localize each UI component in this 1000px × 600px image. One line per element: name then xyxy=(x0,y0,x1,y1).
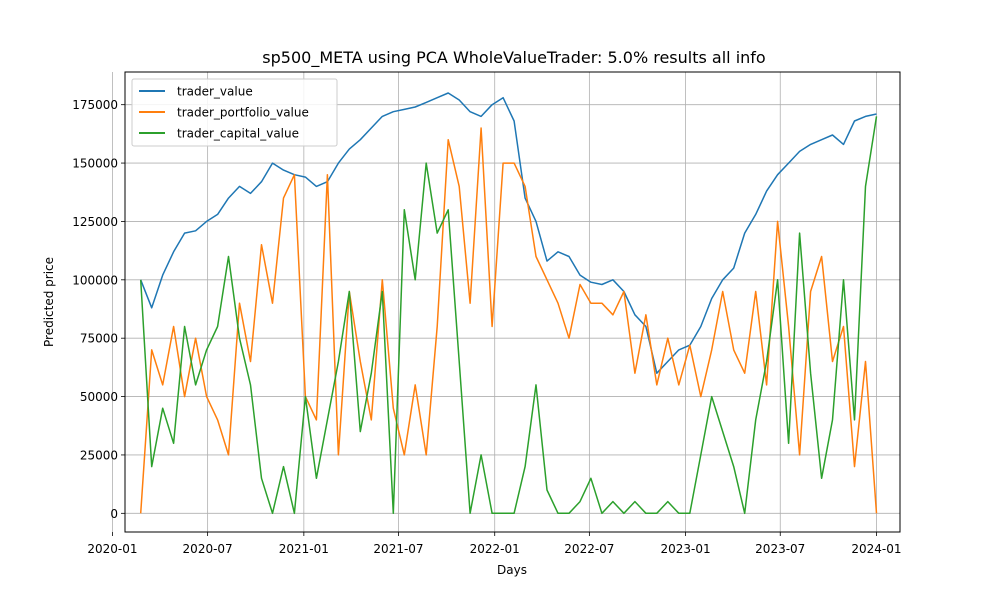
x-tick-label: 2023-01 xyxy=(661,542,711,556)
x-tick-label: 2020-01 xyxy=(87,542,137,556)
x-tick-label: 2021-07 xyxy=(373,542,423,556)
legend-label: trader_capital_value xyxy=(177,127,299,141)
x-axis-ticks: 2020-01 2020-07 2021-01 2021-07 2022-01 2022-… xyxy=(87,532,902,556)
y-tick-label: 75000 xyxy=(80,332,118,346)
x-tick-label: 2022-01 xyxy=(470,542,520,556)
x-tick-label: 2022-07 xyxy=(564,542,614,556)
legend-box xyxy=(131,78,338,147)
y-tick-label: 125000 xyxy=(72,215,118,229)
y-axis-ticks: 0 25000 50000 75000 100000 125000 150000 175000 xyxy=(72,98,125,521)
x-tick-label: 2020-07 xyxy=(183,542,233,556)
series-line-trader-portfolio-value xyxy=(139,127,878,514)
chart-title: sp500_META using PCA WholeValueTrader: 5… xyxy=(262,48,765,68)
series-lines xyxy=(139,92,878,515)
legend: trader_value trader_portfolio_valuetrader… xyxy=(131,78,338,147)
x-tick-label: 2023-07 xyxy=(755,542,805,556)
legend-label: trader_portfolio_value xyxy=(177,106,309,120)
legend-label: trader_value xyxy=(177,85,253,99)
plot-frame xyxy=(124,71,901,533)
x-tick-label: 2024-01 xyxy=(851,542,901,556)
x-axis-label: Days xyxy=(497,563,527,577)
y-tick-label: 100000 xyxy=(72,273,118,287)
y-tick-label: 25000 xyxy=(80,448,118,462)
x-tick-label: 2021-01 xyxy=(279,542,329,556)
y-axis-label: Predicted price xyxy=(42,257,56,347)
y-tick-label: 50000 xyxy=(80,390,118,404)
series-line-trader-capital-value xyxy=(139,116,878,515)
y-tick-label: 150000 xyxy=(72,157,118,171)
series-line-trader-value xyxy=(140,92,877,374)
y-tick-label: 175000 xyxy=(72,98,118,112)
y-tick-label: 0 xyxy=(110,507,118,521)
